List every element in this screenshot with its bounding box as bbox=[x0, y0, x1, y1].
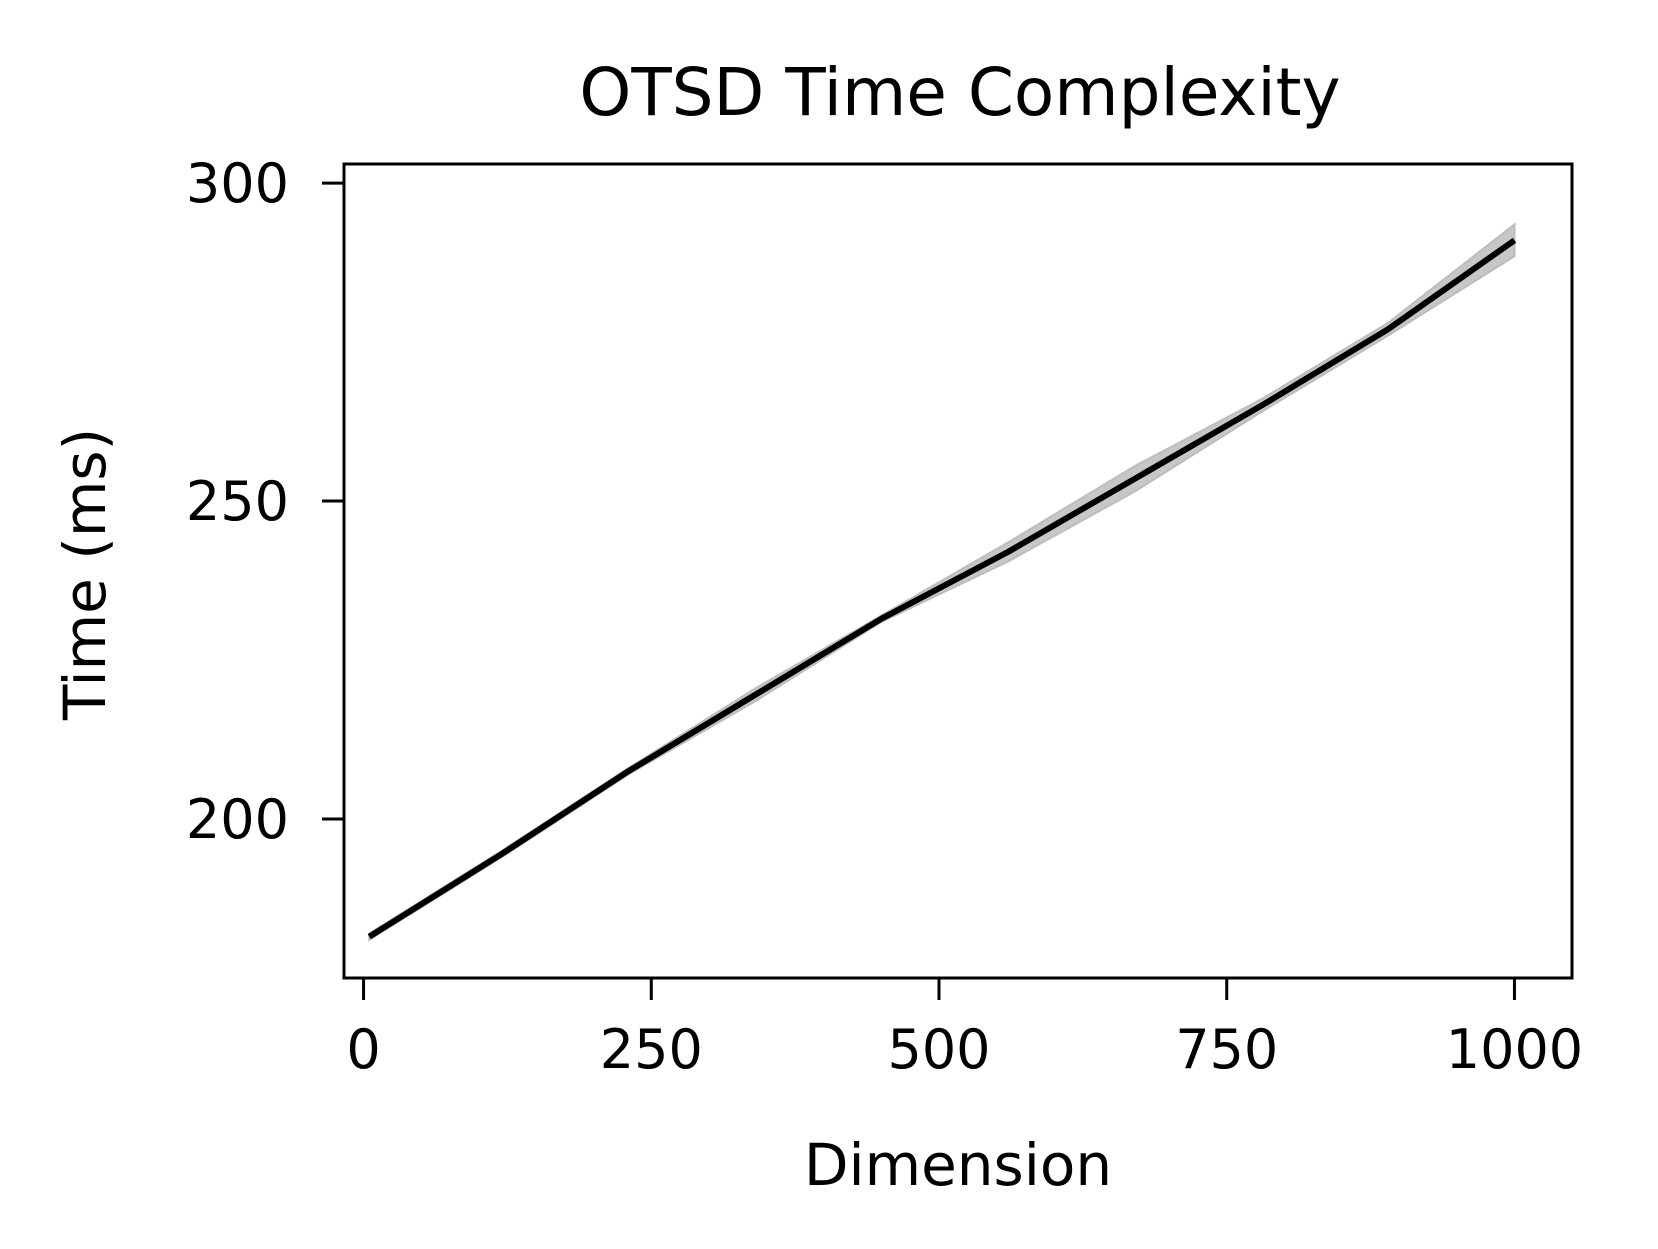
confidence-band bbox=[368, 222, 1516, 942]
series-line-layer bbox=[367, 237, 1517, 940]
x-axis-ticks: 0 250 500 750 1000 bbox=[346, 978, 1583, 1081]
y-axis-label: Time (ms) bbox=[51, 428, 119, 721]
x-tick-label: 750 bbox=[1175, 1018, 1278, 1081]
series-line bbox=[367, 237, 1517, 940]
y-axis-ticks: 200 250 300 bbox=[186, 152, 344, 851]
chart-title: OTSD Time Complexity bbox=[579, 54, 1340, 131]
x-tick-label: 250 bbox=[600, 1018, 703, 1081]
y-tick-label: 200 bbox=[186, 788, 289, 851]
x-tick-label: 500 bbox=[887, 1018, 990, 1081]
x-tick-label: 1000 bbox=[1446, 1018, 1583, 1081]
plot-frame bbox=[342, 162, 1574, 980]
y-tick-label: 250 bbox=[186, 470, 289, 533]
x-tick-label: 0 bbox=[346, 1018, 380, 1081]
y-tick-label: 300 bbox=[186, 152, 289, 215]
confidence-band-layer bbox=[368, 222, 1516, 942]
x-axis-label: Dimension bbox=[804, 1131, 1112, 1199]
